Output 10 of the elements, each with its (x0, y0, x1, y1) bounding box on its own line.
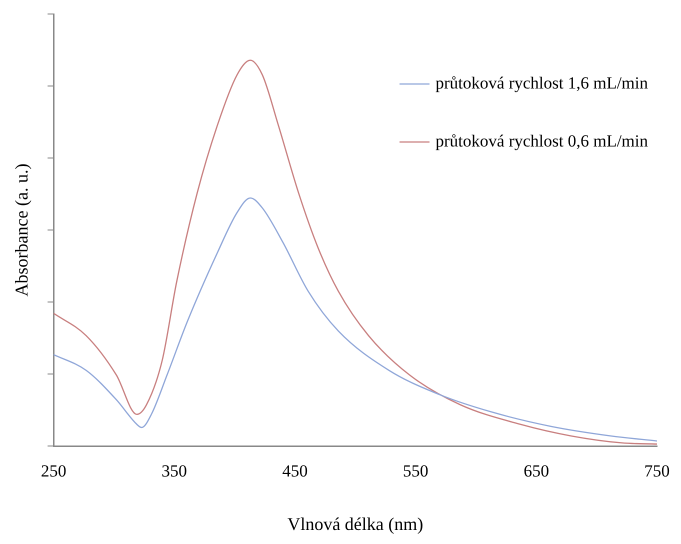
x-tick-label: 650 (524, 462, 550, 481)
legend-label: průtoková rychlost 1,6 mL/min (436, 73, 648, 92)
x-tick-label: 250 (40, 462, 66, 481)
x-tick-label: 350 (162, 462, 188, 481)
x-tick-label: 450 (282, 462, 308, 481)
x-tick-label: 750 (644, 462, 670, 481)
x-tick-label: 550 (402, 462, 428, 481)
legend-label: průtoková rychlost 0,6 mL/min (436, 131, 648, 150)
y-axis-title: Absorbance (a. u.) (12, 164, 32, 296)
x-axis-title: Vlnová délka (nm) (287, 514, 424, 534)
